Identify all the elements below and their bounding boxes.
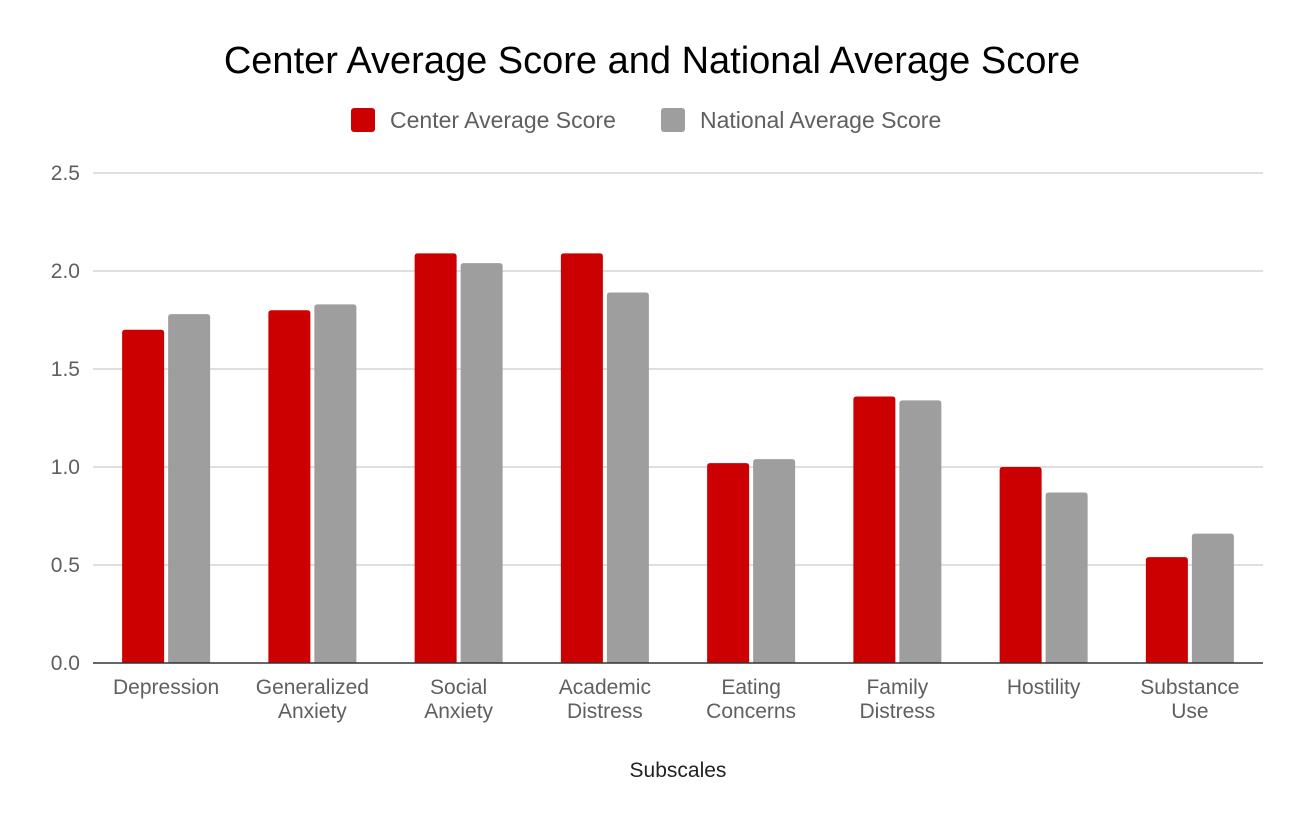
x-tick-label: Anxiety (424, 700, 493, 723)
y-tick-label: 2.0 (51, 260, 80, 283)
bar-national-5 (899, 400, 942, 663)
x-tick-label: Distress (859, 700, 935, 723)
y-tick-label: 1.5 (51, 358, 80, 381)
x-tick-label: Depression (113, 676, 219, 699)
bar-national-6 (1045, 492, 1088, 663)
bar-center-2 (414, 253, 457, 664)
bar-center-5 (853, 396, 896, 663)
x-tick-label: Substance (1140, 676, 1239, 699)
legend-swatch-center (351, 108, 375, 132)
bar-center-3 (560, 253, 603, 664)
y-tick-label: 2.5 (51, 162, 80, 185)
chart-title: Center Average Score and National Averag… (224, 40, 1080, 82)
y-tick-label: 0.0 (51, 652, 80, 675)
x-axis-categories: Depression GeneralizedAnxietySocialAnxiet… (113, 676, 1239, 723)
legend-label-national: National Average Score (700, 107, 941, 133)
legend: Center Average Score National Average Sco… (351, 107, 941, 133)
x-tick-label: Generalized (256, 676, 369, 699)
x-tick-label: Social (430, 676, 487, 699)
bars (122, 253, 1234, 664)
bar-national-3 (606, 292, 649, 663)
bar-national-1 (314, 304, 357, 663)
bar-center-6 (999, 467, 1042, 663)
bar-national-7 (1191, 533, 1234, 663)
bar-center-1 (268, 310, 311, 663)
bar-center-4 (707, 463, 750, 663)
y-tick-label: 0.5 (51, 554, 80, 577)
bar-national-4 (753, 459, 796, 663)
x-tick-label: Hostility (1007, 676, 1081, 699)
x-axis-label: Subscales (630, 759, 727, 782)
x-tick-label: Anxiety (278, 700, 347, 723)
bar-national-2 (460, 263, 503, 663)
bar-national-0 (168, 314, 211, 663)
x-tick-label: Distress (567, 700, 643, 723)
y-tick-label: 1.0 (51, 456, 80, 479)
legend-swatch-national (661, 108, 685, 132)
x-tick-label: Academic (559, 676, 651, 699)
y-axis-ticks: 0.0 0.5 1.0 1.5 2.0 2.5 (51, 162, 80, 675)
x-tick-label: Concerns (706, 700, 796, 723)
x-tick-label: Use (1171, 700, 1208, 723)
x-tick-label: Family (866, 676, 928, 699)
legend-label-center: Center Average Score (390, 107, 616, 133)
x-tick-label: Eating (721, 676, 781, 699)
bar-center-7 (1145, 557, 1188, 663)
bar-center-0 (122, 329, 165, 663)
